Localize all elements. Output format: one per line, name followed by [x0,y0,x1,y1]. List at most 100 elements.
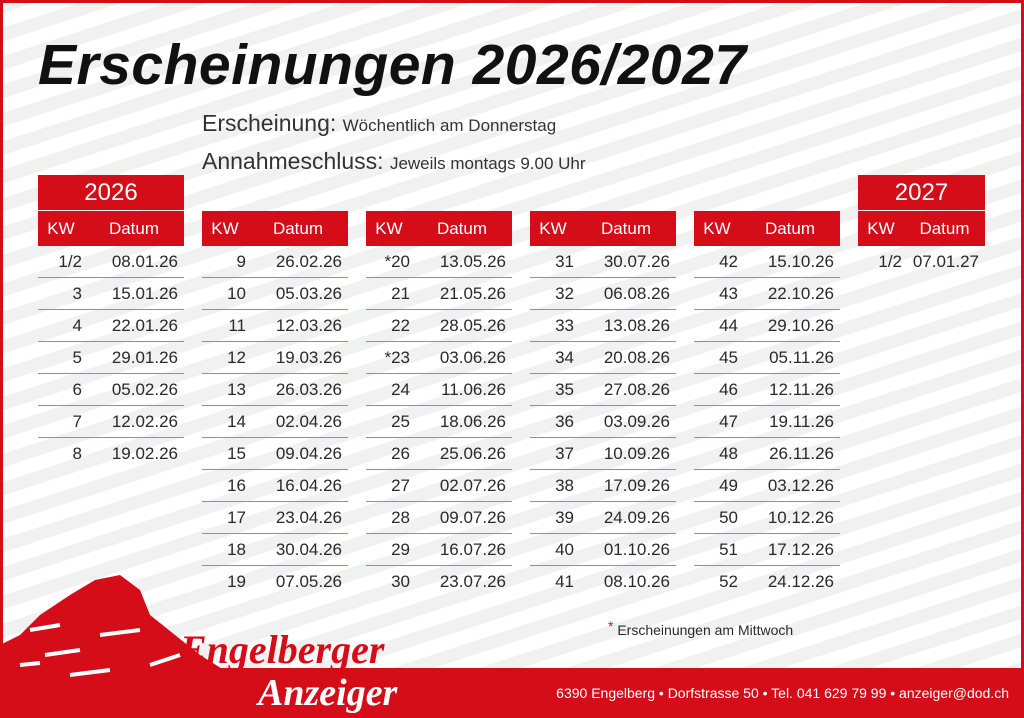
kw-cell: 48 [719,444,738,463]
table-row: 13 26.03.26 [202,374,348,406]
kw-cell: 35 [555,380,574,399]
kw-cell: 1/2 [878,252,902,271]
date-cell: 05.03.26 [275,284,342,303]
kw-cell: 18 [227,540,246,559]
table-row: 9 26.02.26 [202,246,348,278]
schedule-column: KW Datum *20 13.05.26 21 21.05.26 22 28.05.26 *2… [366,211,512,598]
date-cell: 03.06.26 [439,348,506,367]
table-row: 46 12.11.26 [694,374,840,406]
kw-cell: 15 [227,444,246,463]
table-row: 33 13.08.26 [530,310,676,342]
kw-cell: 27 [391,476,410,495]
date-cell: 22.01.26 [111,316,178,335]
date-cell: 16.07.26 [439,540,506,559]
header-kw: KW [47,219,75,238]
schedule-column: KW Datum 31 30.07.26 32 06.08.26 33 13.08.26 34 2… [530,211,676,598]
date-cell: 15.10.26 [767,252,834,271]
kw-cell: 34 [555,348,574,367]
date-cell: 13.08.26 [603,316,670,335]
table-row: 1/2 08.01.26 [38,246,184,278]
date-cell: 06.08.26 [603,284,670,303]
header-kw: KW [375,219,403,238]
date-cell: 26.11.26 [769,444,834,463]
kw-cell: 46 [719,380,738,399]
kw-cell: 24 [391,380,410,399]
date-cell: 22.10.26 [767,284,834,303]
kw-cell: 25 [391,412,410,431]
footnote: * Erscheinungen am Mittwoch [608,618,794,639]
kw-cell: 1/2 [58,252,82,271]
table-row: 28 09.07.26 [366,502,512,534]
footer-address: 6390 Engelberg • Dorfstrasse 50 • Tel. 0… [556,685,1009,701]
kw-cell: 19 [227,572,246,591]
date-cell: 11.06.26 [441,380,506,399]
table-row: 48 26.11.26 [694,438,840,470]
table-row: 24 11.06.26 [366,374,512,406]
table-row: 26 25.06.26 [366,438,512,470]
table-row: 47 19.11.26 [694,406,840,438]
date-cell: 19.11.26 [769,412,834,431]
kw-cell: 32 [555,284,574,303]
date-cell: 09.07.26 [439,508,506,527]
date-cell: 28.05.26 [439,316,506,335]
date-cell: 23.04.26 [275,508,342,527]
header-kw: KW [211,219,239,238]
column-header: KW Datum [530,211,676,246]
table-row: 35 27.08.26 [530,374,676,406]
date-cell: 25.06.26 [439,444,506,463]
kw-cell: 33 [555,316,574,335]
date-cell: 19.03.26 [275,348,342,367]
date-cell: 05.11.26 [769,348,834,367]
date-cell: 12.11.26 [769,380,834,399]
date-cell: 15.01.26 [111,284,178,303]
column-header: KW Datum [366,211,512,246]
kw-cell: 37 [555,444,574,463]
brand-name-line2: Anzeiger [258,672,398,714]
header-kw: KW [867,219,895,238]
kw-cell: 8 [72,444,82,463]
date-cell: 08.10.26 [603,572,670,591]
date-cell: 26.02.26 [275,252,342,271]
kw-cell: 6 [72,380,82,399]
header-datum: Datum [108,219,160,238]
table-row: 42 15.10.26 [694,246,840,278]
schedule-column: KW Datum 1/2 08.01.26 3 15.01.26 4 22.01.26 5 29.… [38,211,184,470]
table-row: 29 16.07.26 [366,534,512,566]
table-row: 11 12.03.26 [202,310,348,342]
table-row: 15 09.04.26 [202,438,348,470]
date-cell: 18.06.26 [439,412,506,431]
column-header: KW Datum [694,211,840,246]
kw-cell: 21 [391,284,410,303]
column-header: KW Datum [202,211,348,246]
date-cell: 13.05.26 [439,252,506,271]
footnote-text: Erscheinungen am Mittwoch [617,622,794,638]
kw-cell: 9 [236,252,246,271]
date-cell: 08.01.26 [111,252,178,271]
annahmeschluss-label: Annahmeschluss: [202,148,384,174]
kw-cell: 36 [555,412,574,431]
table-row: 8 19.02.26 [38,438,184,470]
kw-cell: 26 [391,444,410,463]
kw-cell: 16 [227,476,246,495]
kw-cell: *23 [384,348,410,367]
date-cell: 01.10.26 [603,540,670,559]
kw-cell: 47 [719,412,738,431]
date-cell: 12.02.26 [111,412,178,431]
date-cell: 26.03.26 [275,380,342,399]
header-datum: Datum [600,219,652,238]
schedule-column: KW Datum 1/2 07.01.27 [858,211,985,278]
table-row: 32 06.08.26 [530,278,676,310]
table-row: 30 23.07.26 [366,566,512,598]
brand-name-line1: Engelberger [180,627,385,672]
schedule-column: KW Datum 42 15.10.26 43 22.10.26 44 29.10.26 45 0… [694,211,840,598]
table-row: 38 17.09.26 [530,470,676,502]
header-kw: KW [539,219,567,238]
annahmeschluss-line: Annahmeschluss: Jeweils montags 9.00 Uhr [202,148,586,176]
kw-cell: 31 [555,252,574,271]
date-cell: 20.08.26 [603,348,670,367]
table-row: 1/2 07.01.27 [858,246,985,278]
table-row: 37 10.09.26 [530,438,676,470]
date-cell: 07.01.27 [912,252,979,271]
kw-cell: 40 [555,540,574,559]
year-header-2026: 2026 [38,175,184,210]
